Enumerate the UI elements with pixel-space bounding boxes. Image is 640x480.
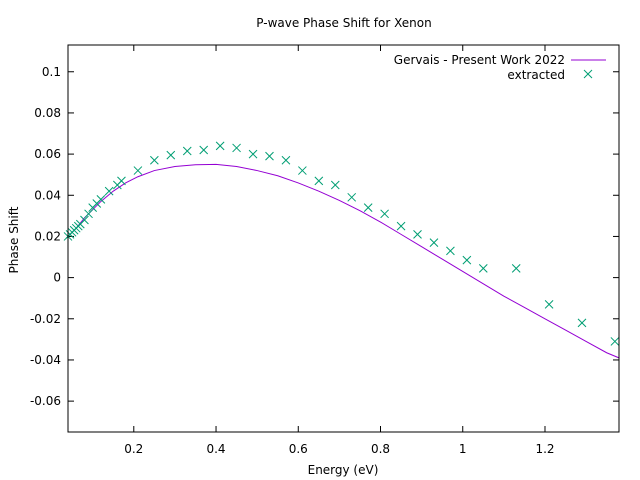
data-point-extracted (281, 155, 291, 165)
data-point-extracted (117, 176, 126, 186)
legend-label-gervais: Gervais - Present Work 2022 (394, 53, 565, 67)
data-point-extracted (610, 337, 620, 346)
data-point-extracted (413, 230, 422, 239)
legend-label-extracted: extracted (507, 68, 565, 82)
data-point-extracted (396, 221, 406, 231)
y-tick-label: 0.04 (34, 188, 61, 202)
y-tick-label: -0.04 (30, 353, 61, 367)
y-tick-label: 0.1 (42, 65, 61, 79)
chart-title: P-wave Phase Shift for Xenon (256, 16, 431, 30)
data-point-extracted (265, 151, 274, 161)
x-tick-label: 0.2 (124, 442, 143, 456)
data-point-extracted (96, 195, 106, 204)
x-tick-label: 0.4 (206, 442, 225, 456)
data-point-extracted (80, 215, 89, 225)
x-axis-label: Energy (eV) (308, 463, 379, 477)
data-point-extracted (232, 143, 241, 153)
data-point-extracted (182, 146, 192, 156)
data-point-extracted (363, 203, 373, 212)
data-point-extracted (248, 149, 258, 159)
data-point-extracted (149, 155, 159, 165)
y-axis-label: Phase Shift (7, 206, 21, 273)
y-tick-label: -0.02 (30, 312, 61, 326)
x-tick-label: 0.8 (371, 442, 390, 456)
data-point-extracted (104, 186, 114, 196)
plot-area (63, 141, 620, 359)
legend-swatch-extracted (583, 69, 593, 79)
data-point-extracted (544, 300, 554, 309)
data-point-extracted (215, 141, 225, 151)
data-point-extracted (380, 209, 389, 219)
data-point-extracted (577, 318, 587, 328)
y-tick-label: 0.02 (34, 229, 61, 243)
data-point-extracted (347, 192, 357, 202)
data-point-extracted (511, 263, 521, 273)
data-point-extracted (166, 150, 176, 160)
y-tick-label: 0.06 (34, 147, 61, 161)
data-point-extracted (314, 176, 324, 186)
data-point-extracted (429, 238, 439, 247)
data-point-extracted (84, 209, 93, 219)
x-tick-label: 1 (459, 442, 467, 456)
y-tick-label: -0.06 (30, 394, 61, 408)
data-point-extracted (330, 180, 340, 190)
data-point-extracted (446, 246, 455, 256)
data-point-extracted (478, 263, 488, 273)
y-tick-label: 0 (53, 271, 61, 285)
data-point-extracted (133, 166, 143, 175)
plot-frame (67, 44, 620, 433)
x-tick-label: 0.6 (289, 442, 308, 456)
data-point-extracted (298, 166, 307, 175)
data-point-extracted (462, 255, 472, 265)
axis-ticks: 0.2 0.4 0.6 0.8 1 1.2 -0.06 -0.04 -0.02 0 0.02 0.04… (30, 45, 619, 456)
series-line-gervais (67, 163, 620, 359)
y-tick-label: 0.08 (34, 106, 61, 120)
x-tick-label: 1.2 (535, 442, 554, 456)
data-point-extracted (199, 145, 209, 155)
